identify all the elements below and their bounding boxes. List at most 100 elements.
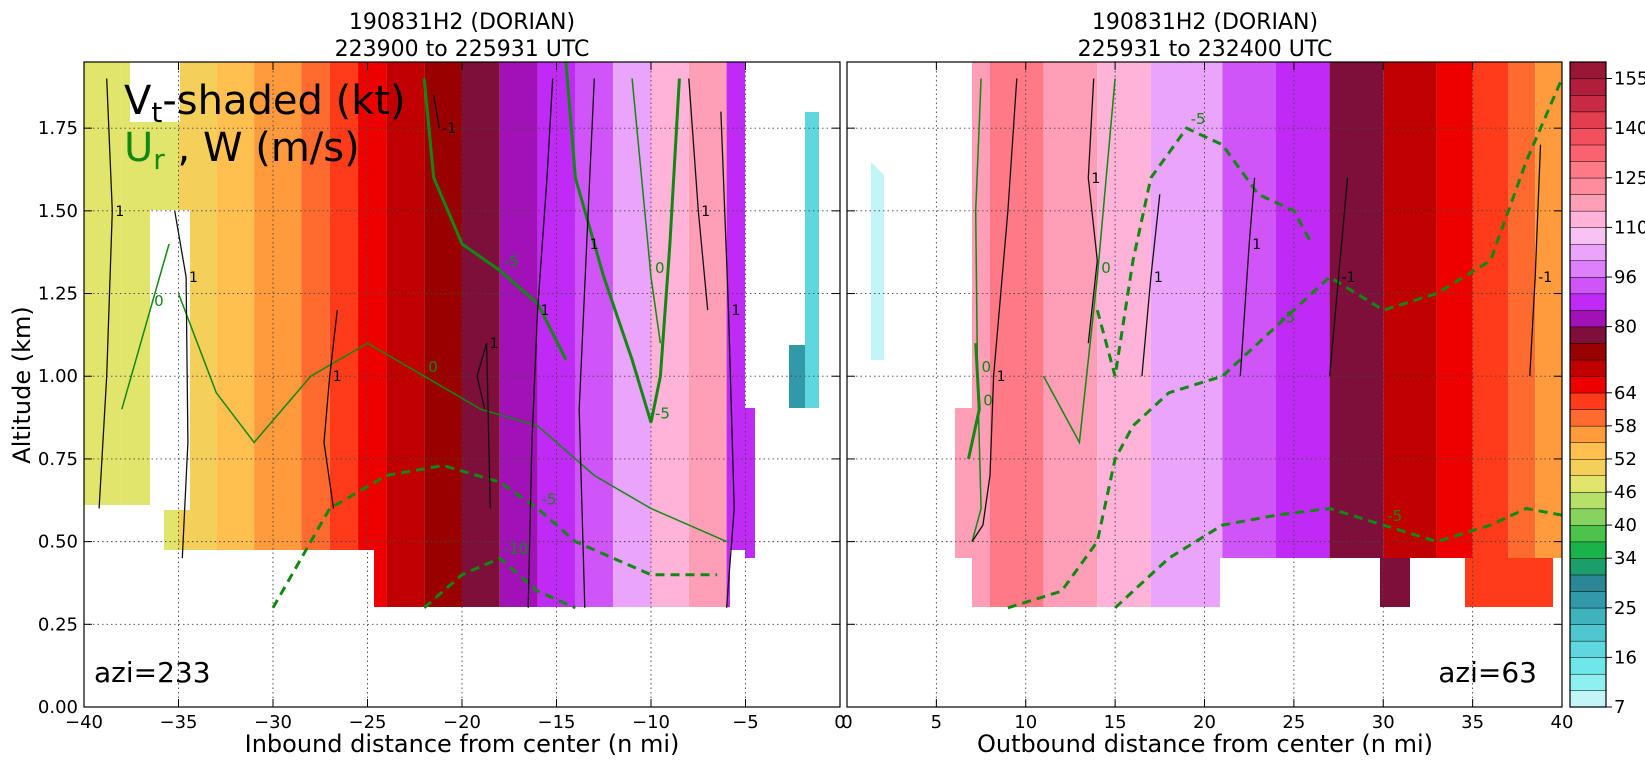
colorbar-cell (1569, 475, 1607, 493)
right-panel: 190831H2 (DORIAN) 225931 to 232400 UTC 0… (841, 10, 1573, 758)
x-tick-label: 0 (841, 712, 852, 733)
ur-contour-label: -10 (504, 540, 529, 558)
colorbar-tick-label: 46 (1614, 482, 1637, 503)
x-tick-label: 40 (1551, 712, 1574, 733)
w-contour (1328, 177, 1349, 377)
colorbar-tick-label: 52 (1614, 449, 1637, 470)
w-contour-label: 1 (490, 336, 499, 352)
ur-contour-label: -5 (1387, 507, 1402, 525)
svg-text:Ur , W (m/s): Ur , W (m/s) (124, 125, 360, 176)
colorbar-tick-label: 140 (1614, 118, 1645, 139)
colorbar-tick-label: 125 (1614, 168, 1645, 189)
w-contour-label: 1 (997, 369, 1006, 385)
w-contour-label: -1 (1538, 270, 1552, 286)
right-w-contours: 1 1 1 1 -1 -1 (971, 78, 1552, 542)
left-x-ticks: −40 −35 −30 −25 −20 −15 −10 −5 0 (65, 62, 846, 733)
colorbar-cell (1569, 342, 1607, 361)
w-contour-label: 1 (541, 303, 550, 319)
colorbar-cell (1569, 524, 1607, 543)
w-contour-label: -1 (1342, 270, 1356, 286)
y-tick-label: 1.50 (38, 201, 78, 222)
ur-contour-label: 0 (983, 391, 993, 409)
colorbar-cell (1569, 375, 1607, 394)
vt-band (1276, 62, 1330, 625)
y-tick-label: 0.75 (38, 449, 78, 470)
w-contour (1087, 78, 1098, 344)
w-contour (433, 94, 440, 129)
w-contour (578, 78, 595, 608)
ur-contour-label: 0 (1101, 259, 1111, 277)
left-title-line1: 190831H2 (DORIAN) (349, 10, 575, 35)
w-contour (98, 78, 113, 509)
left-vt-shading (84, 62, 746, 625)
x-tick-label: 25 (1282, 712, 1305, 733)
colorbar-cell (1569, 260, 1607, 278)
y-tick-label: 1.25 (38, 284, 78, 305)
colorbar-cell (1569, 309, 1607, 328)
ur-contour-label: -5 (655, 405, 670, 423)
w-contour (971, 78, 1018, 542)
colorbar-cell (1569, 574, 1607, 592)
vt-band (651, 62, 689, 625)
ur-contour-label: 0 (428, 358, 438, 376)
legend-vt-rest: -shaded (kt) (162, 78, 405, 124)
w-contour (527, 78, 554, 608)
vt-band (990, 62, 1044, 625)
colorbar-cell (1569, 673, 1607, 692)
vt-band (688, 62, 727, 625)
left-ur-contours: 0 0 0 -5 -5 -5 -10 (121, 62, 727, 610)
colorbar-tick-label: 7 (1614, 697, 1625, 718)
legend-ur-symbol: U (124, 125, 153, 171)
w-contour-label: 1 (731, 303, 740, 319)
colorbar-frame (1569, 61, 1607, 708)
x-tick-label: −25 (349, 712, 387, 733)
y-tick-label: 0.50 (38, 532, 78, 553)
y-tick-label: 0.00 (38, 697, 78, 718)
colorbar-cell (1569, 127, 1607, 146)
colorbar-cell (1569, 94, 1607, 113)
colorbar-tick-label: 40 (1614, 515, 1637, 536)
vt-band (358, 62, 387, 625)
x-tick-label: −10 (632, 712, 670, 733)
w-contour (720, 111, 735, 608)
legend-vt-subscript: t (151, 96, 162, 129)
colorbar-cell (1569, 78, 1607, 96)
vt-band (1150, 62, 1223, 625)
colorbar-cell (1569, 657, 1607, 675)
ur-contour-label: -5 (504, 252, 519, 270)
x-tick-label: 20 (1193, 712, 1216, 733)
w-contour-label: 1 (189, 270, 198, 286)
vt-band (1472, 62, 1509, 625)
vt-band (1535, 62, 1562, 625)
colorbar-ticks: 155 140 125 110 96 80 64 58 52 46 40 34 25 16 7 (1606, 69, 1645, 718)
vt-band (1043, 62, 1098, 625)
colorbar-tick-label: 25 (1614, 598, 1637, 619)
ur-contour (1114, 506, 1562, 609)
x-tick-label: 15 (1104, 712, 1127, 733)
colorbar-cell (1569, 227, 1607, 245)
vt-band (1508, 62, 1536, 625)
colorbar-cell (1569, 690, 1607, 708)
vt-band (575, 62, 614, 625)
w-contour-label: 1 (590, 237, 599, 253)
colorbar-cells (1569, 61, 1607, 708)
colorbar-cell (1569, 425, 1607, 443)
colorbar-tick-label: 34 (1614, 548, 1637, 569)
right-title-line1: 190831H2 (DORIAN) (1092, 10, 1318, 35)
left-w-contours: 1 1 1 1 1 1 1 1 -1 (98, 78, 740, 608)
ur-contour (423, 556, 577, 610)
left-y-ticks: 0.00 0.25 0.50 0.75 1.00 1.25 1.50 1.75 (38, 118, 840, 718)
ur-contour (564, 62, 681, 423)
colorbar-tick-label: 155 (1614, 69, 1645, 90)
x-tick-label: −20 (443, 712, 481, 733)
right-plot-area: 0 0 0 -5 -5 -5 1 1 1 1 -1 -1 (847, 62, 1562, 707)
y-tick-label: 1.00 (38, 366, 78, 387)
colorbar-cell (1569, 293, 1607, 311)
left-missing-data-mask (84, 62, 840, 707)
colorbar-cell (1569, 243, 1607, 262)
right-ur-contours: 0 0 0 -5 -5 -5 (967, 77, 1562, 610)
colorbar-cell (1569, 607, 1607, 625)
left-panel: 190831H2 (DORIAN) 223900 to 225931 UTC (8, 10, 846, 758)
x-tick-label: −40 (65, 712, 103, 733)
